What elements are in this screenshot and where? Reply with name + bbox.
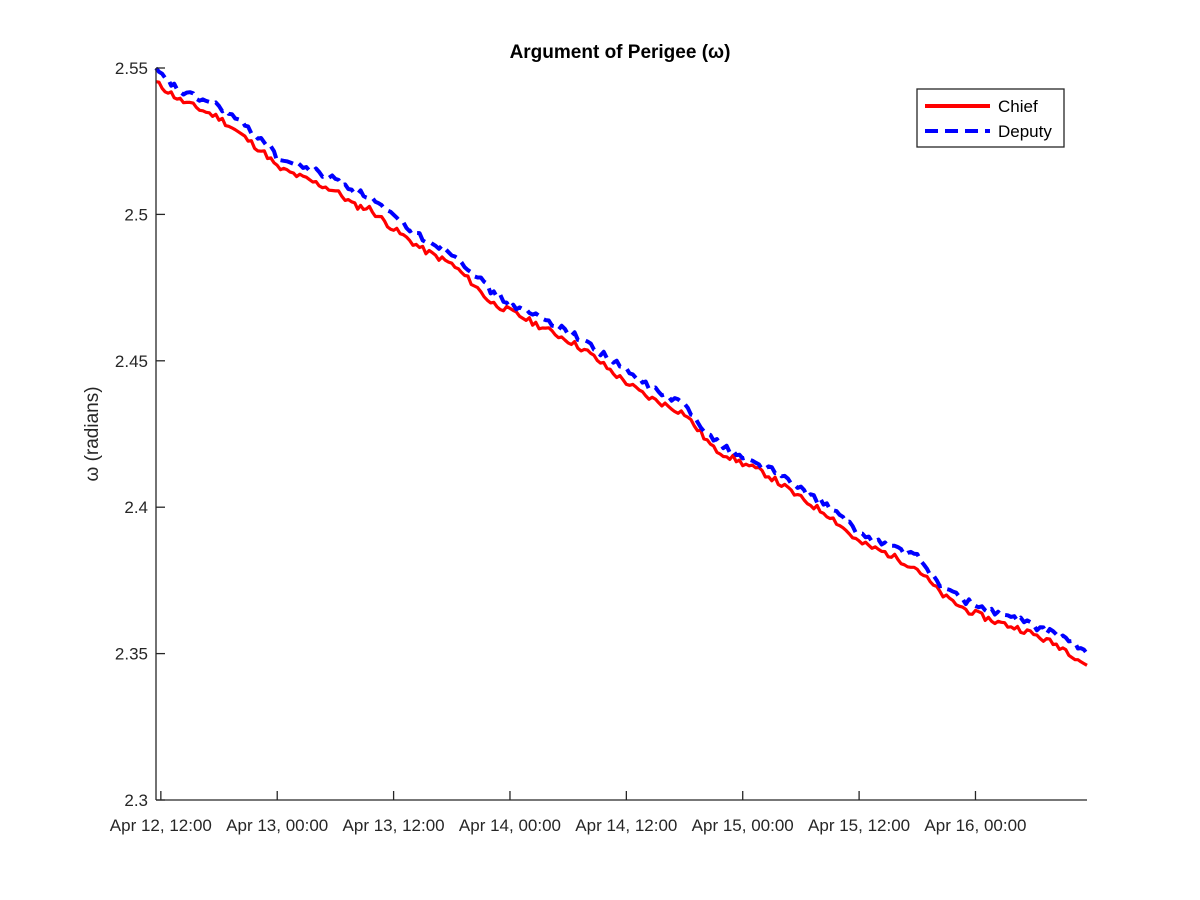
x-tick-label: Apr 16, 00:00 [924,816,1026,835]
x-tick-label: Apr 14, 12:00 [575,816,677,835]
legend: Chief Deputy [916,88,1065,148]
x-tick-label: Apr 15, 12:00 [808,816,910,835]
legend-label-deputy: Deputy [998,122,1052,141]
y-tick-label: 2.45 [115,352,148,371]
series-line-deputy [154,66,1089,655]
y-axis-label: ω (radians) [82,386,103,481]
y-tick-label: 2.55 [115,59,148,78]
x-ticks: Apr 12, 12:00 Apr 13, 00:00 Apr 13, 12:00 A… [110,791,1027,835]
y-ticks: 2.3 2.35 2.4 2.45 2.5 2.55 [115,59,165,810]
y-tick-label: 2.4 [124,498,148,517]
x-tick-label: Apr 13, 12:00 [343,816,445,835]
legend-box [916,88,1065,148]
series-group [154,66,1089,667]
x-tick-label: Apr 13, 00:00 [226,816,328,835]
y-tick-label: 2.35 [115,645,148,664]
chart-title: Argument of Perigee (ω) [510,42,731,63]
y-tick-label: 2.5 [124,205,148,224]
x-tick-label: Apr 15, 00:00 [692,816,794,835]
x-tick-label: Apr 12, 12:00 [110,816,212,835]
x-tick-label: Apr 14, 00:00 [459,816,561,835]
legend-label-chief: Chief [998,97,1038,116]
plot-area [156,68,1087,800]
series-line-chief [155,80,1088,667]
y-tick-label: 2.3 [124,791,148,810]
